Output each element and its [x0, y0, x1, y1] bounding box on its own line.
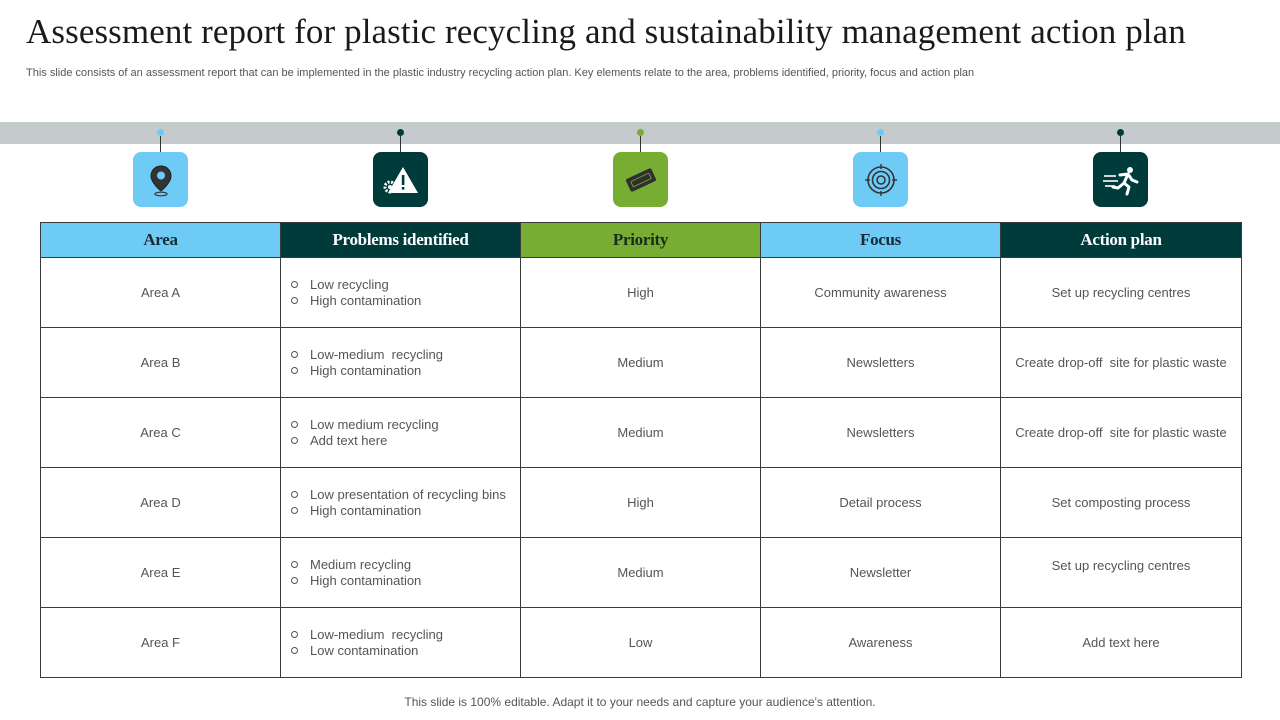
priority-ticket-icon: [613, 152, 668, 207]
focus-cell: Community awareness: [760, 257, 1001, 328]
bullet-icon: [291, 421, 298, 428]
problem-text: High contamination: [310, 572, 422, 588]
action-cell: Set composting process: [1000, 467, 1242, 538]
problem-text: Low-medium recycling: [310, 626, 443, 642]
table-row: Area C Low medium recycling Add text her…: [40, 397, 1242, 468]
connector-line: [880, 136, 881, 152]
connector-dot: [397, 129, 404, 136]
focus-cell: Awareness: [760, 607, 1001, 678]
header-priority: Priority: [520, 222, 761, 258]
problem-text: High contamination: [310, 292, 422, 308]
problem-text: Medium recycling: [310, 556, 412, 572]
area-cell: Area B: [40, 327, 281, 398]
bullet-icon: [291, 351, 298, 358]
priority-cell: Medium: [520, 537, 761, 608]
problem-item: Low-medium recycling: [291, 347, 520, 363]
table-row: Area E Medium recycling High contaminati…: [40, 537, 1242, 608]
table-row: Area F Low-medium recycling Low contamin…: [40, 607, 1242, 678]
problem-item: High contamination: [291, 573, 520, 589]
problem-item: Low medium recycling: [291, 417, 520, 433]
footer-note: This slide is 100% editable. Adapt it to…: [404, 695, 876, 709]
bullet-icon: [291, 631, 298, 638]
page-title: Assessment report for plastic recycling …: [26, 12, 1186, 51]
focus-cell: Detail process: [760, 467, 1001, 538]
bullet-icon: [291, 577, 298, 584]
assessment-table: Area Problems identified Priority Focus …: [40, 222, 1242, 678]
problem-item: Medium recycling: [291, 557, 520, 573]
problem-text: Low medium recycling: [310, 416, 439, 432]
connector-line: [1120, 136, 1121, 152]
bullet-icon: [291, 491, 298, 498]
location-pin-icon: [133, 152, 188, 207]
priority-cell: Medium: [520, 327, 761, 398]
problem-text: High contamination: [310, 502, 422, 518]
bullet-icon: [291, 561, 298, 568]
problem-text: Low presentation of recycling bins: [310, 486, 506, 502]
problem-item: High contamination: [291, 363, 520, 379]
bullet-icon: [291, 507, 298, 514]
header-area: Area: [40, 222, 281, 258]
problem-item: Low-medium recycling: [291, 627, 520, 643]
bullet-icon: [291, 297, 298, 304]
focus-cell: Newsletter: [760, 537, 1001, 608]
problems-cell: Low recycling High contamination: [280, 257, 521, 328]
bullet-icon: [291, 281, 298, 288]
priority-cell: High: [520, 467, 761, 538]
problem-item: Low recycling: [291, 277, 520, 293]
warning-gear-icon: [373, 152, 428, 207]
problem-text: Low-medium recycling: [310, 346, 443, 362]
area-cell: Area D: [40, 467, 281, 538]
problem-item: Low presentation of recycling bins: [291, 487, 520, 503]
table-row: Area A Low recycling High contamination …: [40, 257, 1242, 328]
connector-dot: [877, 129, 884, 136]
area-cell: Area E: [40, 537, 281, 608]
action-cell: Set up recycling centres: [1000, 537, 1242, 608]
header-action-plan: Action plan: [1000, 222, 1242, 258]
action-cell: Set up recycling centres: [1000, 257, 1242, 328]
area-cell: Area F: [40, 607, 281, 678]
problems-cell: Low presentation of recycling bins High …: [280, 467, 521, 538]
connector-line: [160, 136, 161, 152]
priority-cell: High: [520, 257, 761, 328]
header-focus: Focus: [760, 222, 1001, 258]
connector-dot: [1117, 129, 1124, 136]
problem-item: Low contamination: [291, 643, 520, 659]
problems-cell: Medium recycling High contamination: [280, 537, 521, 608]
bullet-icon: [291, 367, 298, 374]
action-cell: Create drop-off site for plastic waste: [1000, 327, 1242, 398]
priority-cell: Low: [520, 607, 761, 678]
area-cell: Area A: [40, 257, 281, 328]
problem-item: High contamination: [291, 503, 520, 519]
focus-cell: Newsletters: [760, 397, 1001, 468]
problems-cell: Low-medium recycling High contamination: [280, 327, 521, 398]
problems-cell: Low-medium recycling Low contamination: [280, 607, 521, 678]
focus-cell: Newsletters: [760, 327, 1001, 398]
problems-cell: Low medium recycling Add text here: [280, 397, 521, 468]
header-problems-identified: Problems identified: [280, 222, 521, 258]
page-subtitle: This slide consists of an assessment rep…: [26, 67, 975, 79]
table-header-row: Area Problems identified Priority Focus …: [40, 222, 1242, 258]
bullet-icon: [291, 437, 298, 444]
connector-line: [400, 136, 401, 152]
table-row: Area B Low-medium recycling High contami…: [40, 327, 1242, 398]
action-cell: Add text here: [1000, 607, 1242, 678]
action-cell: Create drop-off site for plastic waste: [1000, 397, 1242, 468]
connector-dot: [157, 129, 164, 136]
connector-line: [640, 136, 641, 152]
problem-text: Add text here: [310, 432, 388, 448]
priority-cell: Medium: [520, 397, 761, 468]
problem-item: Add text here: [291, 433, 520, 449]
problem-item: High contamination: [291, 293, 520, 309]
running-person-icon: [1093, 152, 1148, 207]
problem-text: Low contamination: [310, 642, 419, 658]
table-row: Area D Low presentation of recycling bin…: [40, 467, 1242, 538]
problem-text: High contamination: [310, 362, 422, 378]
area-cell: Area C: [40, 397, 281, 468]
problem-text: Low recycling: [310, 276, 389, 292]
target-icon: [853, 152, 908, 207]
bullet-icon: [291, 647, 298, 654]
connector-dot: [637, 129, 644, 136]
